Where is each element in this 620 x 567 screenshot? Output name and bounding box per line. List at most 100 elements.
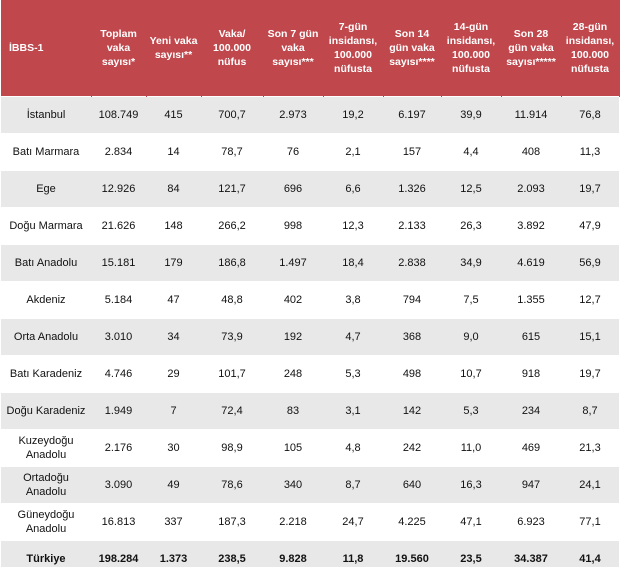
table-row: Ege 12.926 84 121,7 696 6,6 1.326 12,5 2.093 19,7	[1, 170, 619, 208]
value-cell: 918	[501, 355, 561, 393]
value-cell: 700,7	[201, 96, 263, 134]
value-cell: 157	[383, 133, 441, 171]
value-cell: 15.181	[91, 244, 146, 282]
value-cell: 34	[146, 318, 201, 356]
value-cell: 10,7	[441, 355, 501, 393]
value-cell: 3.010	[91, 318, 146, 356]
value-cell: 5.184	[91, 281, 146, 319]
value-cell: 6.197	[383, 96, 441, 134]
table-row: Doğu Marmara 21.626 148 266,2 998 12,3 2.133 26…	[1, 207, 619, 245]
header-row: İBBS-1 Toplam vaka sayısı* Yeni vaka sayıs…	[1, 0, 620, 97]
value-cell: 49	[146, 466, 201, 504]
value-cell: 108.749	[91, 96, 146, 134]
value-cell: 12,3	[323, 207, 383, 245]
value-cell: 24,7	[323, 503, 383, 541]
region-cell: Kuzeydoğu Anadolu	[1, 429, 91, 467]
value-cell: 76,8	[561, 96, 619, 134]
value-cell: 41,4	[561, 540, 619, 567]
value-cell: 2.838	[383, 244, 441, 282]
value-cell: 3,1	[323, 392, 383, 430]
value-cell: 16,3	[441, 466, 501, 504]
value-cell: 30	[146, 429, 201, 467]
value-cell: 5,3	[323, 355, 383, 393]
value-cell: 402	[263, 281, 323, 319]
value-cell: 947	[501, 466, 561, 504]
region-cell: Batı Marmara	[1, 133, 91, 171]
value-cell: 2.133	[383, 207, 441, 245]
header-cell: Yeni vaka sayısı**	[146, 0, 202, 97]
value-cell: 4,8	[323, 429, 383, 467]
value-cell: 198.284	[91, 540, 146, 567]
value-cell: 234	[501, 392, 561, 430]
table-row: İstanbul 108.749 415 700,7 2.973 19,2 6.197 39,…	[1, 96, 619, 134]
value-cell: 78,6	[201, 466, 263, 504]
value-cell: 7,5	[441, 281, 501, 319]
value-cell: 337	[146, 503, 201, 541]
value-cell: 640	[383, 466, 441, 504]
value-cell: 4.746	[91, 355, 146, 393]
header-cell: 14-gün insidansı, 100.000 nüfusta	[441, 0, 502, 97]
value-cell: 12.926	[91, 170, 146, 208]
value-cell: 8,7	[561, 392, 619, 430]
value-cell: 179	[146, 244, 201, 282]
header-cell: İBBS-1	[1, 0, 92, 97]
value-cell: 415	[146, 96, 201, 134]
table-row: Türkiye 198.284 1.373 238,5 9.828 11,8 19.560 2…	[1, 540, 619, 567]
value-cell: 29	[146, 355, 201, 393]
value-cell: 24,1	[561, 466, 619, 504]
value-cell: 4.619	[501, 244, 561, 282]
value-cell: 47,1	[441, 503, 501, 541]
value-cell: 9.828	[263, 540, 323, 567]
value-cell: 9,0	[441, 318, 501, 356]
value-cell: 19,7	[561, 355, 619, 393]
value-cell: 48,8	[201, 281, 263, 319]
value-cell: 26,3	[441, 207, 501, 245]
value-cell: 19,7	[561, 170, 619, 208]
value-cell: 47	[146, 281, 201, 319]
value-cell: 248	[263, 355, 323, 393]
header-cell: Son 14 gün vaka sayısı****	[383, 0, 442, 97]
value-cell: 121,7	[201, 170, 263, 208]
value-cell: 11.914	[501, 96, 561, 134]
header-cell: 7-gün insidansı, 100.000 nüfusta	[323, 0, 384, 97]
region-cell: Orta Anadolu	[1, 318, 91, 356]
value-cell: 4,4	[441, 133, 501, 171]
value-cell: 469	[501, 429, 561, 467]
region-cell: Ortadoğu Anadolu	[1, 466, 91, 504]
value-cell: 2.834	[91, 133, 146, 171]
value-cell: 186,8	[201, 244, 263, 282]
value-cell: 4,7	[323, 318, 383, 356]
value-cell: 148	[146, 207, 201, 245]
value-cell: 615	[501, 318, 561, 356]
value-cell: 6,6	[323, 170, 383, 208]
value-cell: 47,9	[561, 207, 619, 245]
value-cell: 84	[146, 170, 201, 208]
value-cell: 187,3	[201, 503, 263, 541]
table-row: Orta Anadolu 3.010 34 73,9 192 4,7 368 9,0 615 15…	[1, 318, 619, 356]
table-row: Güneydoğu Anadolu 16.813 337 187,3 2.218 24,7…	[1, 503, 619, 541]
value-cell: 34.387	[501, 540, 561, 567]
value-cell: 2.176	[91, 429, 146, 467]
value-cell: 76	[263, 133, 323, 171]
value-cell: 2,1	[323, 133, 383, 171]
value-cell: 18,4	[323, 244, 383, 282]
value-cell: 8,7	[323, 466, 383, 504]
value-cell: 1.326	[383, 170, 441, 208]
region-cell: Akdeniz	[1, 281, 91, 319]
region-cell: Batı Karadeniz	[1, 355, 91, 393]
value-cell: 78,7	[201, 133, 263, 171]
table-row: Kuzeydoğu Anadolu 2.176 30 98,9 105 4,8 242 11,…	[1, 429, 619, 467]
value-cell: 12,7	[561, 281, 619, 319]
value-cell: 21,3	[561, 429, 619, 467]
value-cell: 368	[383, 318, 441, 356]
value-cell: 14	[146, 133, 201, 171]
value-cell: 3,8	[323, 281, 383, 319]
region-cell: Batı Anadolu	[1, 244, 91, 282]
value-cell: 3.090	[91, 466, 146, 504]
value-cell: 11,8	[323, 540, 383, 567]
value-cell: 2.093	[501, 170, 561, 208]
value-cell: 1.497	[263, 244, 323, 282]
value-cell: 11,3	[561, 133, 619, 171]
value-cell: 11,0	[441, 429, 501, 467]
